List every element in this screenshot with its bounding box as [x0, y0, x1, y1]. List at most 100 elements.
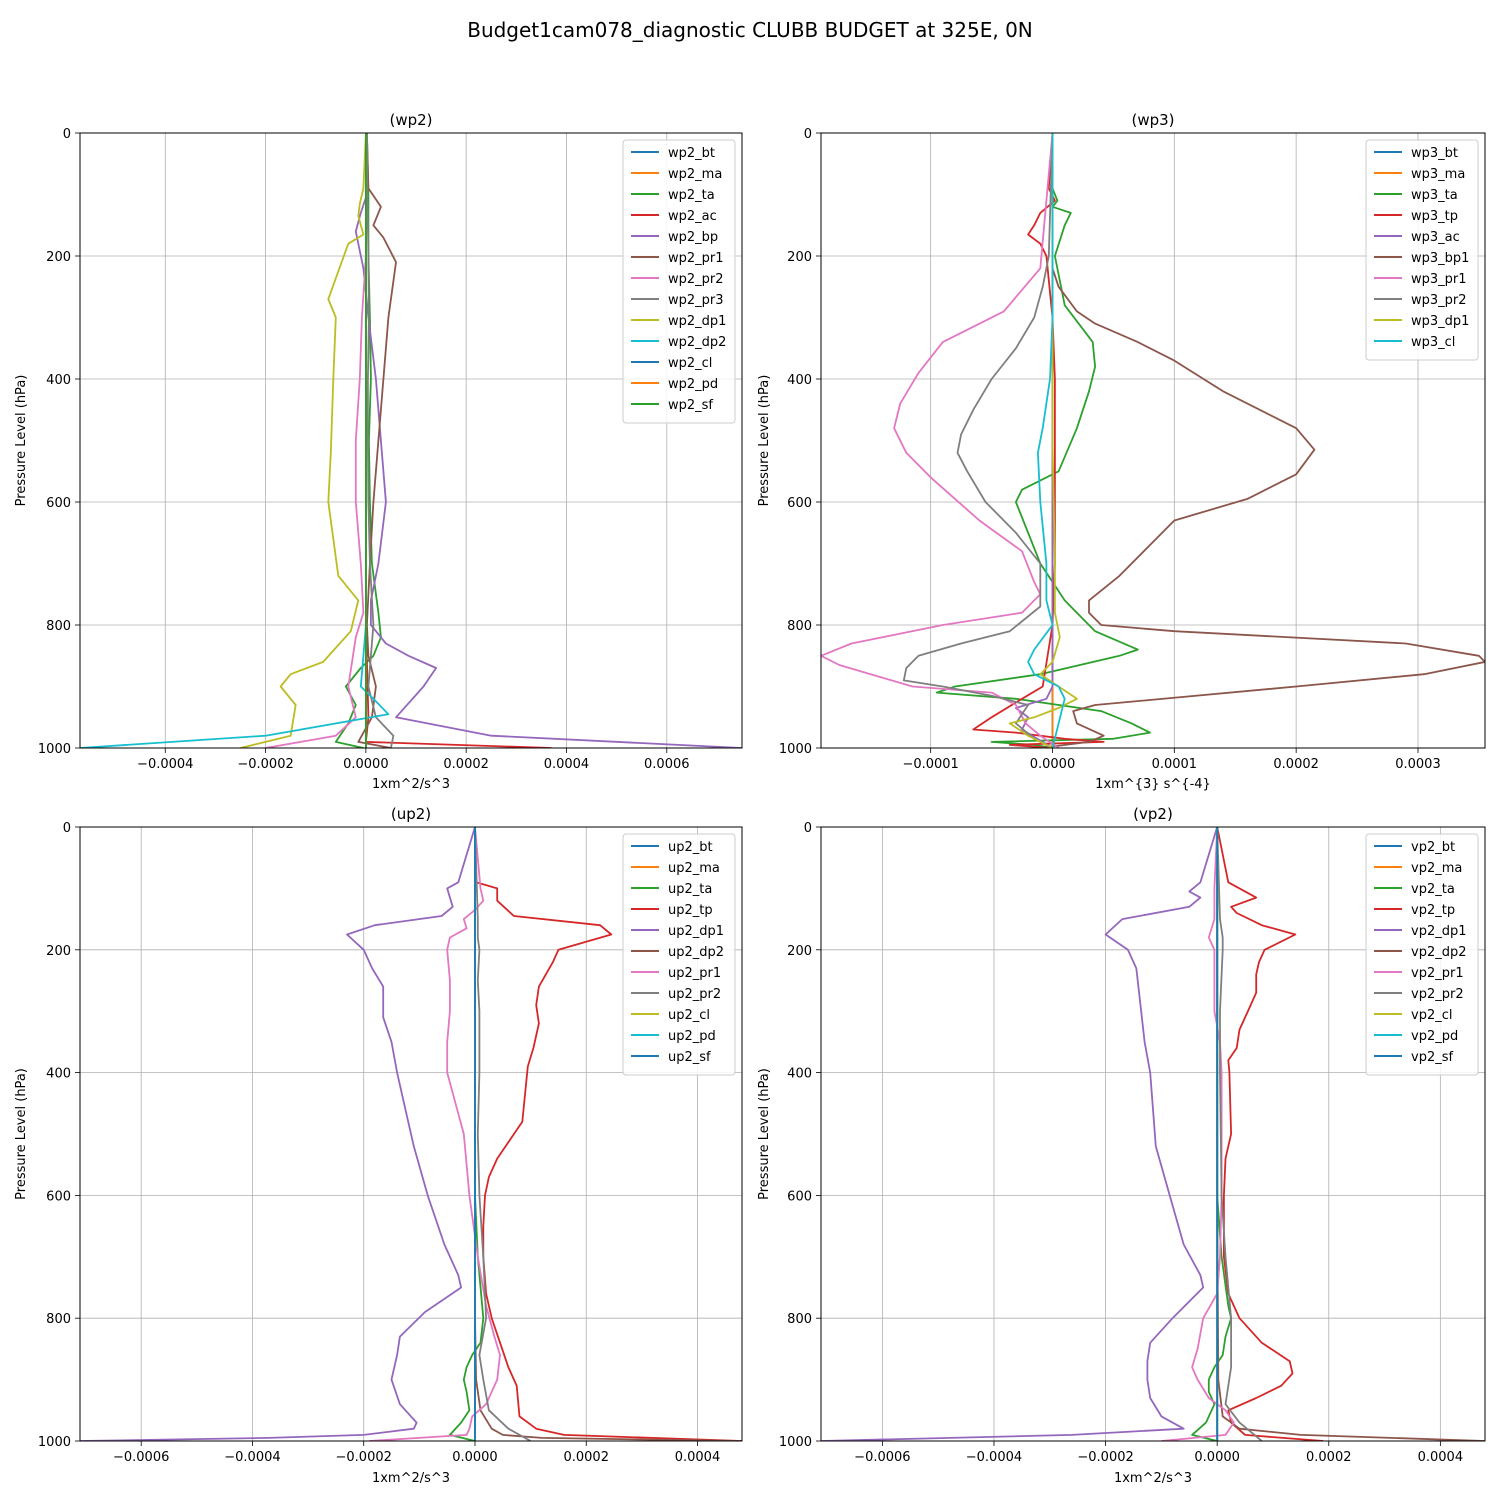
panel-title: (wp2)	[389, 111, 432, 129]
y-tick-label: 200	[787, 250, 812, 265]
y-tick-label: 200	[46, 944, 71, 959]
legend-entry-wp2_ma: wp2_ma	[668, 167, 722, 182]
x-tick-label: −0.0002	[237, 757, 293, 772]
panel-title: (up2)	[391, 805, 431, 823]
y-tick-label: 400	[787, 373, 812, 388]
x-tick-label: 0.0002	[443, 757, 489, 772]
series-line-up2_pr2	[474, 827, 532, 1441]
series-line-vp2_tp	[1216, 827, 1324, 1441]
x-axis-label: 1xm^2/s^3	[372, 777, 450, 792]
legend-entry-wp2_ac: wp2_ac	[668, 209, 717, 224]
legend-entry-wp2_dp2: wp2_dp2	[668, 335, 726, 350]
y-tick-label: 0	[63, 821, 71, 836]
legend-entry-up2_ma: up2_ma	[668, 861, 720, 876]
y-tick-label: 200	[46, 250, 71, 265]
y-axis-label: Pressure Level (hPa)	[14, 375, 29, 507]
legend-entry-vp2_sf: vp2_sf	[1411, 1050, 1453, 1065]
panel-title: (wp3)	[1131, 111, 1174, 129]
y-tick-label: 400	[46, 373, 71, 388]
panel-title: (vp2)	[1133, 805, 1173, 823]
legend-entry-vp2_pd: vp2_pd	[1411, 1029, 1458, 1044]
legend-entry-up2_pr1: up2_pr1	[668, 966, 721, 981]
legend-entry-wp3_dp1: wp3_dp1	[1411, 314, 1469, 329]
legend-entry-up2_sf: up2_sf	[668, 1050, 711, 1065]
series-line-wp2_dp1	[240, 133, 367, 748]
legend-entry-vp2_ma: vp2_ma	[1411, 861, 1462, 876]
series-line-vp2_pr1	[1161, 827, 1235, 1441]
legend-entry-wp3_pr1: wp3_pr1	[1411, 272, 1467, 287]
x-tick-label: 0.0000	[1030, 757, 1076, 772]
x-tick-label: −0.0002	[1077, 1450, 1133, 1465]
x-tick-label: 0.0000	[452, 1450, 498, 1465]
y-tick-label: 600	[46, 496, 71, 511]
legend-entry-vp2_pr1: vp2_pr1	[1411, 966, 1464, 981]
x-tick-label: 0.0006	[644, 757, 690, 772]
y-tick-label: 400	[787, 1067, 812, 1082]
y-tick-label: 1000	[38, 742, 71, 757]
plot-frame	[820, 826, 1486, 1442]
legend-entry-up2_dp1: up2_dp1	[668, 924, 724, 939]
y-tick-label: 400	[46, 1067, 71, 1082]
series-line-vp2_pr2	[1216, 827, 1263, 1441]
x-tick-label: 0.0004	[544, 757, 590, 772]
y-tick-label: 1000	[38, 1435, 71, 1450]
x-tick-label: 0.0000	[1194, 1450, 1240, 1465]
x-tick-label: −0.0004	[137, 757, 193, 772]
legend-entry-wp2_cl: wp2_cl	[668, 356, 712, 371]
x-tick-label: 0.0000	[343, 757, 389, 772]
legend-entry-vp2_ta: vp2_ta	[1411, 882, 1455, 897]
legend-entry-wp3_ac: wp3_ac	[1411, 230, 1460, 245]
figure-title: Budget1cam078_diagnostic CLUBB BUDGET at…	[467, 18, 1033, 42]
y-tick-label: 200	[787, 944, 812, 959]
legend-entry-wp2_pr3: wp2_pr3	[668, 293, 724, 308]
x-tick-label: 0.0004	[1418, 1450, 1464, 1465]
legend-entry-wp3_cl: wp3_cl	[1411, 335, 1455, 350]
y-tick-label: 0	[63, 127, 71, 142]
y-axis-label: Pressure Level (hPa)	[14, 1068, 29, 1200]
legend-entry-wp2_pr1: wp2_pr1	[668, 251, 724, 266]
legend-entry-wp2_sf: wp2_sf	[668, 398, 713, 413]
legend-entry-vp2_cl: vp2_cl	[1411, 1008, 1452, 1023]
legend-entry-up2_cl: up2_cl	[668, 1008, 710, 1023]
legend-entry-wp2_pr2: wp2_pr2	[668, 272, 724, 287]
x-axis-label: 1xm^2/s^3	[372, 1471, 450, 1486]
legend: up2_bt up2_ma up2_ta up2_tp up2_dp1 up2_dp2up…	[622, 833, 736, 1076]
y-axis-label: Pressure Level (hPa)	[757, 1068, 772, 1200]
x-tick-label: −0.0004	[224, 1450, 280, 1465]
legend-entry-wp3_ta: wp3_ta	[1411, 188, 1458, 203]
series-lines	[821, 133, 1485, 748]
legend-entry-vp2_bt: vp2_bt	[1411, 840, 1455, 855]
legend-entry-wp2_bp: wp2_bp	[668, 230, 718, 245]
legend-entry-up2_pr2: up2_pr2	[668, 987, 721, 1002]
y-tick-label: 800	[787, 1312, 812, 1327]
series-line-up2_dp1	[80, 827, 476, 1441]
legend-entry-wp3_bt: wp3_bt	[1411, 146, 1458, 161]
legend-entry-up2_bt: up2_bt	[668, 840, 713, 855]
plot-frame	[79, 132, 743, 749]
series-line-wp3_bp1	[1040, 133, 1485, 748]
legend-entry-vp2_pr2: vp2_pr2	[1411, 987, 1464, 1002]
legend-entry-wp3_bp1: wp3_bp1	[1411, 251, 1469, 266]
legend-box	[622, 139, 736, 424]
legend-entry-vp2_dp2: vp2_dp2	[1411, 945, 1467, 960]
series-line-wp3_pr2	[902, 133, 1054, 748]
legend: wp2_bt wp2_ma wp2_ta wp2_ac wp2_bp wp2_pr1 wp2…	[622, 139, 736, 424]
x-tick-label: −0.0001	[902, 757, 958, 772]
panels: −0.0004 −0.0002 0.0000 0.0002 0.0004 0.0006 0 2…	[14, 111, 1486, 1486]
y-axis-label: Pressure Level (hPa)	[757, 375, 772, 507]
legend-entry-wp3_tp: wp3_tp	[1411, 209, 1458, 224]
series-line-up2_tp	[474, 827, 742, 1441]
series-line-wp3_pr1	[821, 133, 1060, 748]
series-line-wp3_ta	[935, 133, 1151, 748]
x-tick-label: 0.0002	[563, 1450, 609, 1465]
x-tick-label: 0.0002	[1273, 757, 1319, 772]
x-axis-label: 1xm^{3} s^{-4}	[1095, 777, 1211, 792]
panel-2: −0.0001 0.0000 0.0001 0.0002 0.0003 0 200 400 60…	[757, 111, 1486, 792]
legend-entry-wp3_ma: wp3_ma	[1411, 167, 1465, 182]
series-line-wp3_cl	[1027, 133, 1066, 748]
x-tick-label: 0.0004	[675, 1450, 721, 1465]
plot-frame	[79, 826, 743, 1442]
legend-entry-up2_ta: up2_ta	[668, 882, 712, 897]
legend-entry-vp2_dp1: vp2_dp1	[1411, 924, 1467, 939]
